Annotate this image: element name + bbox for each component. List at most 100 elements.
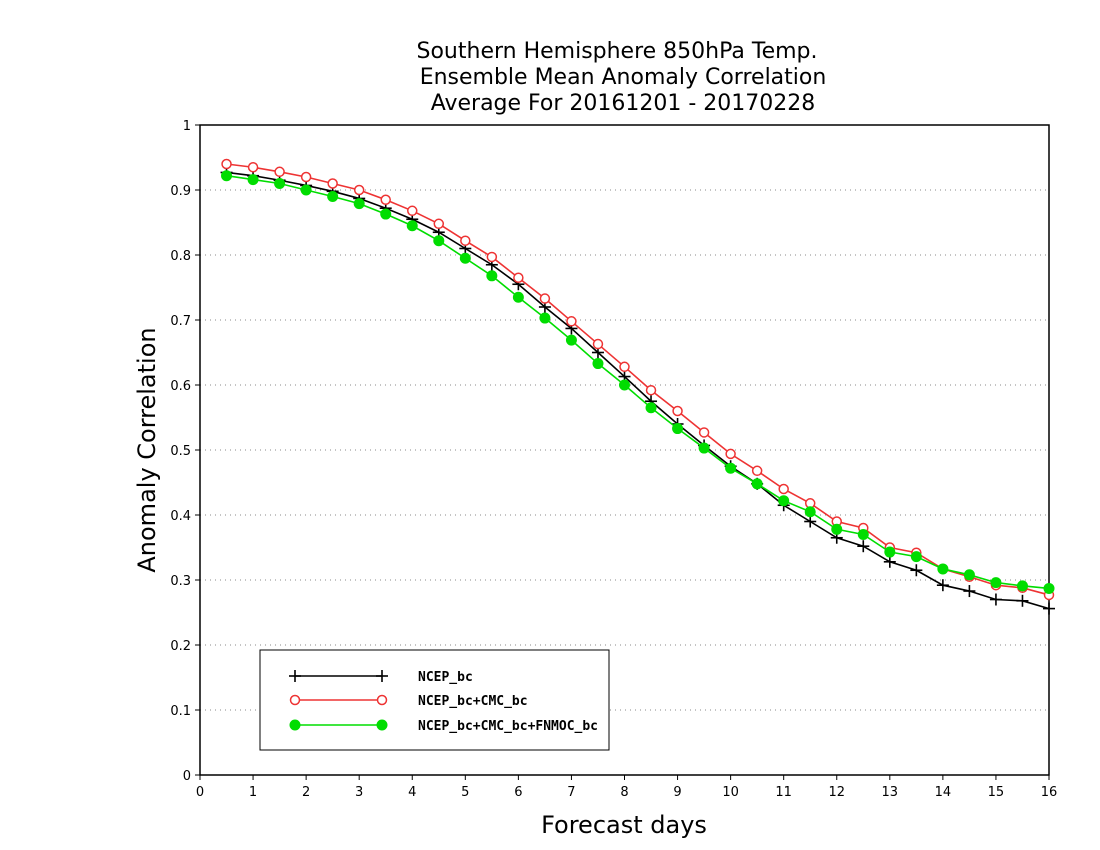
data-point <box>539 293 551 304</box>
data-point <box>910 564 923 577</box>
title-line-3: Average For 20161201 - 20170228 <box>431 91 816 116</box>
chart-title: Southern Hemisphere 850hPa Temp. Ensembl… <box>417 39 827 116</box>
legend-items: NCEP_bc NCEP_bc+CMC_bc NCEP_bc+CMC_bc+FNMO… <box>289 670 598 734</box>
data-point <box>963 585 976 598</box>
data-point <box>937 563 949 575</box>
data-point <box>645 402 657 414</box>
x-tick-label: 13 <box>882 785 899 800</box>
x-tick-label: 9 <box>673 785 681 800</box>
legend-marker <box>289 694 301 706</box>
data-point <box>698 442 710 454</box>
data-point <box>327 178 338 189</box>
x-tick-label: 2 <box>302 785 310 800</box>
data-point <box>804 506 816 518</box>
legend-marker <box>376 670 388 682</box>
data-point <box>512 291 524 303</box>
x-tick-label: 14 <box>935 785 952 800</box>
title-line-2: Ensemble Mean Anomaly Correlation <box>420 65 827 90</box>
data-point <box>221 158 232 170</box>
data-point <box>751 478 763 490</box>
series-line <box>226 174 1050 590</box>
data-point <box>1016 580 1028 592</box>
axis-ticks: 00.10.20.30.40.50.60.70.80.910 1 2 3 4 5 6 7 8 9 1… <box>170 119 1057 800</box>
data-point <box>831 523 843 535</box>
data-point <box>883 555 896 568</box>
data-point <box>698 427 710 438</box>
data-point <box>566 316 577 327</box>
data-point <box>725 462 737 474</box>
data-point <box>486 251 498 263</box>
y-tick-label: 0.5 <box>170 444 191 459</box>
y-tick-label: 0.1 <box>170 704 191 719</box>
series-0 <box>220 166 1055 615</box>
y-tick-label: 1 <box>183 119 191 134</box>
y-tick-label: 0.6 <box>170 379 191 394</box>
data-point <box>963 569 975 581</box>
x-tick-label: 11 <box>775 785 792 800</box>
data-point <box>247 162 259 173</box>
data-point <box>565 334 577 346</box>
legend-item: NCEP_bc <box>289 670 473 685</box>
series-1 <box>221 158 1055 601</box>
data-point <box>778 483 789 495</box>
data-point <box>857 529 869 540</box>
grid-lines <box>200 189 1049 711</box>
x-tick-label: 8 <box>620 785 628 800</box>
data-point <box>274 166 285 178</box>
data-point <box>407 205 418 217</box>
x-tick-label: 16 <box>1041 785 1058 800</box>
data-point <box>989 593 1002 606</box>
data-point <box>513 272 524 283</box>
data-point <box>247 174 259 186</box>
series-layer <box>220 158 1055 615</box>
legend-marker <box>376 719 388 731</box>
data-point <box>460 235 471 246</box>
data-point <box>804 515 817 528</box>
x-tick-label: 7 <box>567 785 575 800</box>
data-point <box>300 171 312 183</box>
y-tick-label: 0 <box>183 769 191 784</box>
data-point <box>725 448 736 460</box>
data-point <box>619 379 630 391</box>
data-point <box>353 184 365 196</box>
data-point <box>539 312 551 324</box>
data-point <box>1016 594 1029 607</box>
data-point <box>1043 582 1055 594</box>
x-tick-label: 5 <box>461 785 469 800</box>
y-tick-label: 0.3 <box>170 574 191 589</box>
data-point <box>857 540 870 553</box>
data-point <box>672 423 684 435</box>
data-point <box>300 184 312 196</box>
x-tick-label: 6 <box>514 785 522 800</box>
y-tick-label: 0.9 <box>170 184 191 199</box>
y-axis-title: Anomaly Correlation <box>133 327 161 572</box>
data-point <box>433 235 445 247</box>
legend: NCEP_bc NCEP_bc+CMC_bc NCEP_bc+CMC_bc+FNMO… <box>259 649 610 751</box>
data-point <box>990 577 1002 589</box>
data-point <box>672 405 683 417</box>
data-point <box>459 252 471 264</box>
legend-item: NCEP_bc+CMC_bc <box>289 694 528 709</box>
data-point <box>884 546 896 558</box>
data-point <box>751 465 763 477</box>
data-point <box>936 579 949 592</box>
data-point <box>221 170 233 182</box>
series-line <box>226 163 1050 596</box>
series-2 <box>221 170 1055 594</box>
y-tick-label: 0.2 <box>170 639 191 654</box>
data-point <box>592 338 604 350</box>
data-point <box>274 178 286 189</box>
data-point <box>486 270 498 282</box>
y-tick-label: 0.8 <box>170 249 191 264</box>
x-axis-title: Forecast days <box>541 811 707 839</box>
legend-marker <box>289 670 301 682</box>
x-tick-label: 0 <box>196 785 204 800</box>
data-point <box>327 191 339 202</box>
data-point <box>380 208 392 220</box>
x-tick-label: 4 <box>408 785 416 800</box>
y-tick-label: 0.4 <box>170 509 191 524</box>
data-point <box>592 358 604 370</box>
data-point <box>353 198 365 210</box>
data-point <box>645 384 657 396</box>
